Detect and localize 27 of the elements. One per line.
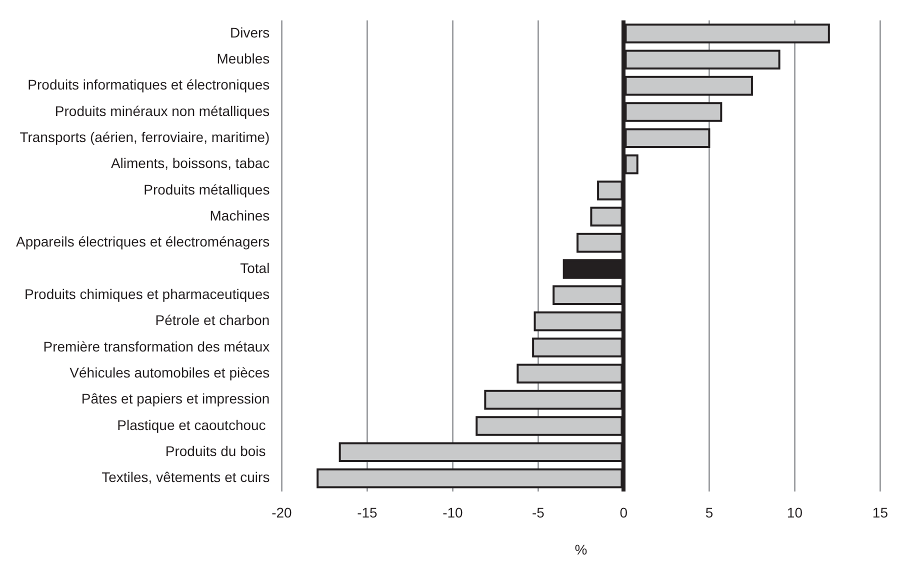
y-tick-label: Machines [210,208,270,224]
x-tick-label: 15 [872,504,888,521]
x-tick-label: 0 [620,504,628,521]
y-tick-label: Appareils électriques et électroménagers [16,234,270,250]
x-tick-label: -5 [532,504,545,521]
y-tick-label: Total [240,260,270,276]
y-tick-label: Véhicules automobiles et pièces [70,364,270,381]
y-tick-label: Pétrole et charbon [155,312,270,328]
y-tick-label: Produits chimiques et pharmaceutiques [24,286,270,302]
y-tick-label: Première transformation des métaux [43,338,270,354]
x-tick-label: -15 [357,504,378,521]
y-tick-label: Aliments, boissons, tabac [110,155,270,172]
y-tick-label: Produits métalliques [144,181,270,198]
y-tick-label: Produits informatiques et électroniques [28,76,270,93]
y-tick-label: Textiles, vêtements et cuirs [102,469,270,486]
y-tick-label: Plastique et caoutchouc [117,416,270,433]
x-tick-label: 5 [705,504,714,521]
y-tick-label: Transports (aérien, ferroviaire, maritime) [20,129,270,146]
x-tick-label: -10 [442,504,464,521]
y-tick-label: Pâtes et papiers et impression [81,390,270,407]
y-tick-label: Divers [230,24,270,40]
y-tick-label: Meubles [216,50,270,67]
y-tick-label: Produits minéraux non métalliques [54,102,270,119]
y-tick-label: Produits du bois [165,443,270,460]
x-tick-label: 10 [786,504,803,521]
x-tick-label: -20 [272,504,292,521]
x-axis-title: % [574,541,588,558]
